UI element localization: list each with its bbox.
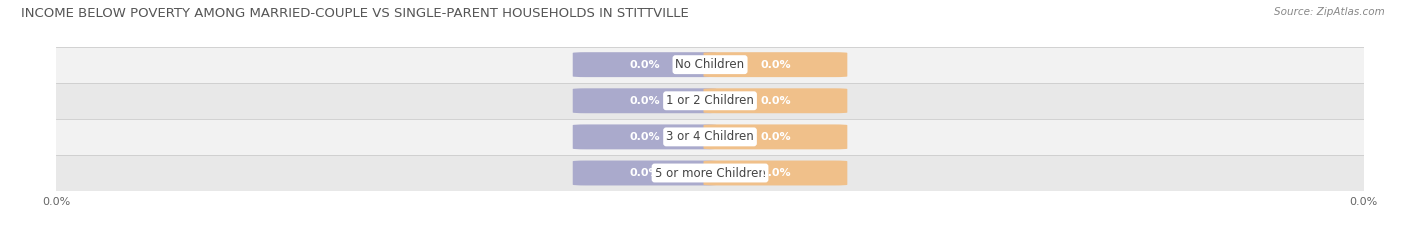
Text: 0.0%: 0.0% bbox=[761, 96, 790, 106]
FancyBboxPatch shape bbox=[572, 124, 717, 149]
Text: No Children: No Children bbox=[675, 58, 745, 71]
FancyBboxPatch shape bbox=[703, 88, 848, 113]
Text: 0.0%: 0.0% bbox=[630, 168, 659, 178]
Text: 0.0%: 0.0% bbox=[761, 60, 790, 70]
Text: 0.0%: 0.0% bbox=[630, 96, 659, 106]
Bar bbox=[56, 119, 1364, 155]
Text: 5 or more Children: 5 or more Children bbox=[655, 167, 765, 179]
Text: 0.0%: 0.0% bbox=[630, 132, 659, 142]
Text: 0.0%: 0.0% bbox=[630, 60, 659, 70]
FancyBboxPatch shape bbox=[572, 88, 717, 113]
FancyBboxPatch shape bbox=[572, 52, 717, 77]
FancyBboxPatch shape bbox=[703, 124, 848, 149]
Text: Source: ZipAtlas.com: Source: ZipAtlas.com bbox=[1274, 7, 1385, 17]
FancyBboxPatch shape bbox=[703, 161, 848, 185]
Bar bbox=[56, 155, 1364, 191]
Text: 0.0%: 0.0% bbox=[761, 168, 790, 178]
FancyBboxPatch shape bbox=[703, 52, 848, 77]
Text: 0.0%: 0.0% bbox=[761, 132, 790, 142]
FancyBboxPatch shape bbox=[572, 161, 717, 185]
Bar bbox=[56, 47, 1364, 83]
Legend: Married Couples, Single Parents: Married Couples, Single Parents bbox=[585, 229, 835, 233]
Text: INCOME BELOW POVERTY AMONG MARRIED-COUPLE VS SINGLE-PARENT HOUSEHOLDS IN STITTVI: INCOME BELOW POVERTY AMONG MARRIED-COUPL… bbox=[21, 7, 689, 20]
Bar bbox=[56, 83, 1364, 119]
Text: 1 or 2 Children: 1 or 2 Children bbox=[666, 94, 754, 107]
Text: 3 or 4 Children: 3 or 4 Children bbox=[666, 130, 754, 143]
